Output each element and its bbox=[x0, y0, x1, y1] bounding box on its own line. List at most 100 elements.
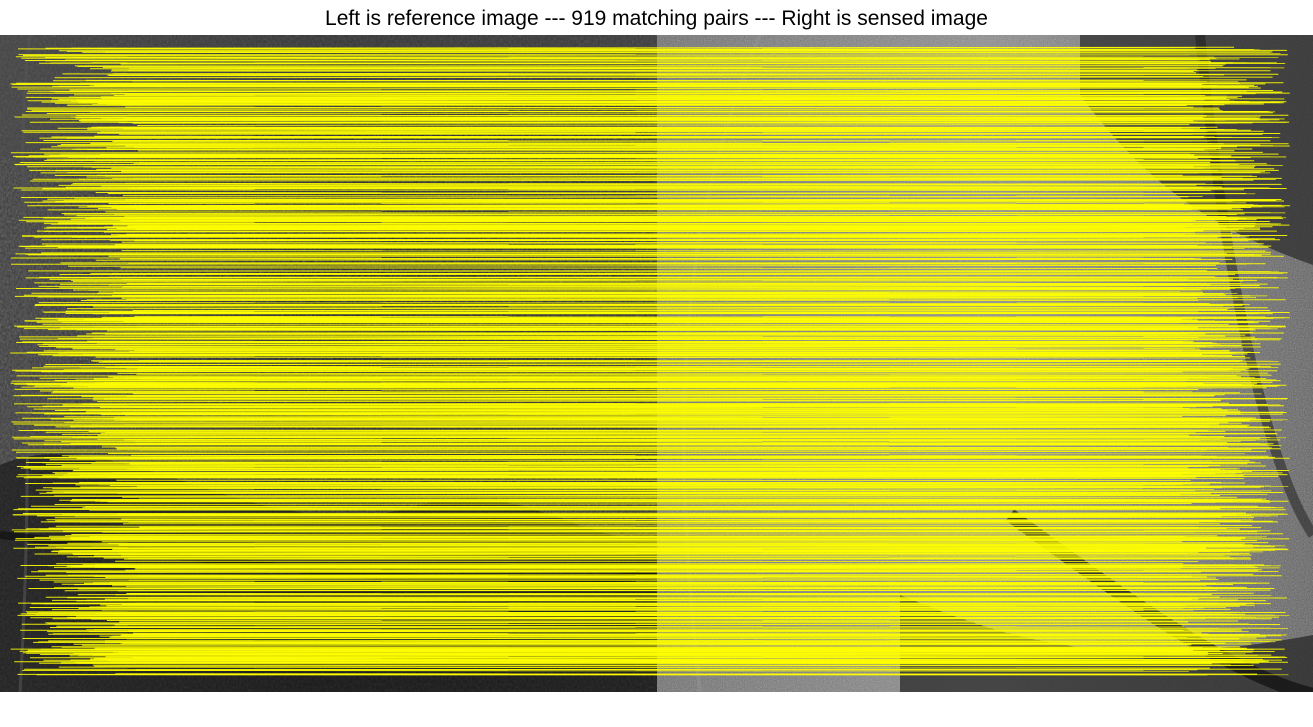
match-line bbox=[62, 404, 1212, 407]
match-line bbox=[43, 226, 1186, 229]
match-line bbox=[13, 508, 1221, 511]
match-line bbox=[92, 337, 1199, 339]
match-line bbox=[66, 382, 1204, 384]
match-line bbox=[112, 584, 1207, 587]
match-line bbox=[96, 168, 1275, 170]
match-line bbox=[93, 306, 1268, 309]
match-line bbox=[55, 525, 1252, 527]
match-line bbox=[31, 110, 1276, 113]
match-line bbox=[41, 238, 1276, 241]
match-line bbox=[95, 356, 1251, 359]
match-line bbox=[115, 348, 1200, 351]
match-line bbox=[34, 282, 1206, 284]
match-line bbox=[79, 474, 1288, 476]
match-line bbox=[137, 124, 1190, 126]
match-line bbox=[95, 258, 1233, 261]
match-line bbox=[51, 98, 1230, 101]
match-line bbox=[107, 73, 1279, 76]
match-line bbox=[114, 244, 1198, 246]
match-line bbox=[128, 597, 1287, 600]
match-line bbox=[136, 373, 1272, 376]
match-line bbox=[126, 283, 1268, 285]
match-line bbox=[97, 132, 1281, 134]
match-line bbox=[88, 288, 1230, 291]
match-line bbox=[60, 283, 1211, 286]
match-line bbox=[139, 467, 1189, 469]
match-line bbox=[35, 304, 1243, 306]
match-line bbox=[57, 144, 1290, 147]
match-line bbox=[121, 518, 1241, 521]
match-line bbox=[133, 338, 1280, 341]
match-line bbox=[94, 657, 1238, 660]
match-line bbox=[75, 57, 1217, 60]
match-line bbox=[26, 165, 1256, 168]
match-line bbox=[29, 607, 1184, 609]
match-line bbox=[57, 551, 1199, 554]
match-line bbox=[43, 365, 1279, 368]
match-line bbox=[13, 438, 1281, 441]
match-line bbox=[59, 499, 1232, 501]
match-line bbox=[111, 617, 1242, 619]
match-line bbox=[61, 464, 1266, 467]
match-line bbox=[41, 251, 1272, 254]
match-line bbox=[45, 47, 1195, 49]
match-line bbox=[16, 342, 1217, 344]
image-pair-plot bbox=[0, 35, 1313, 692]
match-line bbox=[120, 267, 1218, 269]
match-line bbox=[101, 97, 1285, 100]
match-line bbox=[111, 272, 1288, 275]
match-line bbox=[49, 459, 1250, 462]
match-line bbox=[42, 343, 1221, 346]
match-line bbox=[125, 199, 1276, 201]
match-line bbox=[126, 367, 1250, 370]
match-line bbox=[80, 246, 1224, 248]
match-line bbox=[52, 487, 1214, 490]
match-line bbox=[28, 270, 1280, 273]
match-line bbox=[52, 550, 1263, 553]
match-line bbox=[104, 333, 1246, 336]
match-line bbox=[11, 420, 1270, 423]
match-line bbox=[68, 425, 1210, 428]
match-line bbox=[107, 542, 1269, 544]
match-line bbox=[54, 503, 1192, 505]
match-line bbox=[20, 495, 1221, 497]
match-line bbox=[30, 468, 1221, 471]
match-line bbox=[112, 72, 1197, 75]
match-line bbox=[66, 104, 1195, 106]
match-line bbox=[36, 230, 1204, 232]
image-pair-canvas bbox=[0, 35, 1313, 692]
match-line bbox=[28, 154, 1195, 157]
match-line bbox=[56, 346, 1261, 349]
match-line bbox=[54, 494, 1181, 497]
match-line bbox=[70, 536, 1262, 539]
match-line bbox=[52, 490, 1196, 492]
match-line bbox=[113, 95, 1228, 97]
match-line bbox=[32, 412, 1243, 415]
match-line bbox=[66, 571, 1202, 573]
match-line bbox=[67, 156, 1198, 159]
match-line bbox=[89, 535, 1218, 538]
match-line bbox=[39, 390, 1193, 393]
match-line bbox=[49, 90, 1283, 93]
match-line bbox=[45, 574, 1193, 577]
match-line bbox=[20, 394, 1225, 396]
match-line bbox=[78, 655, 1260, 658]
match-line bbox=[117, 119, 1194, 122]
match-line bbox=[45, 464, 1221, 466]
match-line bbox=[51, 222, 1256, 225]
match-line bbox=[139, 526, 1262, 529]
match-line bbox=[54, 472, 1283, 475]
match-line bbox=[23, 328, 1195, 330]
match-line bbox=[103, 418, 1288, 421]
match-line bbox=[97, 400, 1221, 403]
match-line bbox=[15, 450, 1266, 453]
match-line bbox=[25, 142, 1213, 144]
match-line bbox=[58, 477, 1244, 479]
match-line bbox=[17, 602, 1271, 605]
match-line bbox=[88, 155, 1287, 158]
match-line bbox=[102, 204, 1259, 207]
match-line bbox=[91, 332, 1254, 334]
match-line bbox=[54, 76, 1273, 79]
match-line bbox=[65, 310, 1271, 312]
